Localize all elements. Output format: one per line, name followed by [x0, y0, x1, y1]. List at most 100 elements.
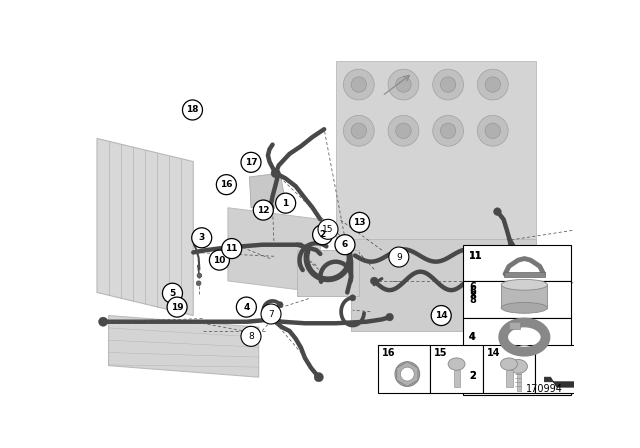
Text: 13: 13 — [353, 218, 366, 227]
Ellipse shape — [501, 280, 547, 290]
Circle shape — [485, 77, 500, 92]
Polygon shape — [336, 61, 536, 238]
Circle shape — [241, 326, 261, 346]
Polygon shape — [250, 173, 285, 208]
Circle shape — [371, 277, 378, 285]
Bar — [535, 345, 588, 392]
Circle shape — [493, 208, 501, 215]
Polygon shape — [351, 238, 536, 331]
Circle shape — [167, 297, 187, 317]
Circle shape — [395, 362, 420, 386]
Circle shape — [312, 225, 333, 245]
Circle shape — [216, 175, 236, 195]
Ellipse shape — [501, 302, 547, 313]
Text: 11: 11 — [469, 251, 483, 261]
Circle shape — [396, 77, 411, 92]
Circle shape — [318, 220, 338, 239]
Circle shape — [440, 77, 456, 92]
Bar — [454, 370, 460, 387]
Circle shape — [351, 77, 367, 92]
Text: 4: 4 — [469, 332, 476, 342]
Circle shape — [99, 317, 108, 326]
Text: 1: 1 — [282, 198, 289, 207]
Text: 2: 2 — [469, 370, 476, 381]
Polygon shape — [297, 250, 359, 296]
Circle shape — [485, 123, 500, 138]
Circle shape — [335, 235, 355, 255]
Circle shape — [269, 315, 276, 323]
Bar — [378, 345, 431, 392]
Circle shape — [433, 116, 463, 146]
Text: 18: 18 — [186, 105, 199, 115]
Circle shape — [528, 262, 551, 285]
Bar — [463, 356, 570, 395]
Circle shape — [509, 300, 516, 308]
Bar — [516, 373, 520, 391]
Ellipse shape — [448, 358, 465, 370]
Text: 14: 14 — [435, 311, 447, 320]
Text: 11: 11 — [469, 251, 483, 261]
Text: 15: 15 — [323, 225, 333, 234]
Circle shape — [349, 212, 369, 233]
Text: 11: 11 — [225, 244, 238, 253]
Text: 6: 6 — [469, 282, 476, 292]
Circle shape — [344, 116, 374, 146]
Text: 17: 17 — [244, 158, 257, 167]
Circle shape — [241, 152, 261, 172]
Polygon shape — [397, 362, 418, 386]
Circle shape — [477, 116, 508, 146]
Bar — [504, 272, 545, 277]
Circle shape — [477, 69, 508, 100]
Polygon shape — [545, 377, 577, 387]
Text: 7: 7 — [268, 310, 274, 319]
Text: 16: 16 — [220, 180, 232, 189]
Text: 8: 8 — [248, 332, 254, 341]
Text: 2: 2 — [319, 230, 326, 239]
Polygon shape — [513, 269, 570, 354]
Polygon shape — [228, 208, 320, 293]
Circle shape — [197, 273, 202, 278]
Circle shape — [314, 373, 323, 382]
Bar — [501, 285, 547, 308]
Text: 5: 5 — [170, 289, 175, 298]
Text: 4: 4 — [243, 302, 250, 312]
Circle shape — [253, 200, 273, 220]
Circle shape — [163, 283, 182, 303]
Text: 3: 3 — [198, 233, 205, 242]
Circle shape — [396, 123, 411, 138]
Polygon shape — [97, 138, 193, 315]
Text: 8: 8 — [469, 291, 476, 302]
Circle shape — [276, 193, 296, 213]
Circle shape — [344, 69, 374, 100]
Circle shape — [512, 251, 521, 260]
Text: 19: 19 — [171, 302, 184, 312]
Bar — [509, 322, 520, 329]
Text: 12: 12 — [257, 206, 269, 215]
Bar — [463, 318, 570, 356]
Circle shape — [277, 302, 283, 308]
Bar — [463, 245, 570, 281]
Ellipse shape — [509, 359, 527, 373]
Text: 8: 8 — [469, 295, 476, 305]
Ellipse shape — [500, 358, 517, 370]
Bar — [506, 370, 513, 387]
Text: 4: 4 — [469, 332, 476, 342]
Circle shape — [209, 250, 230, 270]
Circle shape — [351, 123, 367, 138]
Text: 2: 2 — [469, 370, 476, 381]
Circle shape — [389, 247, 409, 267]
Text: 15: 15 — [435, 348, 448, 358]
Circle shape — [386, 313, 394, 321]
Text: 6: 6 — [469, 286, 476, 296]
Polygon shape — [109, 315, 259, 377]
Text: 6: 6 — [342, 240, 348, 249]
Circle shape — [388, 116, 419, 146]
Bar — [463, 281, 570, 318]
Text: 170994: 170994 — [526, 384, 563, 394]
Circle shape — [221, 238, 242, 258]
Circle shape — [261, 304, 281, 324]
Text: 9: 9 — [396, 253, 402, 262]
Circle shape — [196, 281, 201, 285]
Bar — [431, 345, 483, 392]
Circle shape — [431, 306, 451, 326]
